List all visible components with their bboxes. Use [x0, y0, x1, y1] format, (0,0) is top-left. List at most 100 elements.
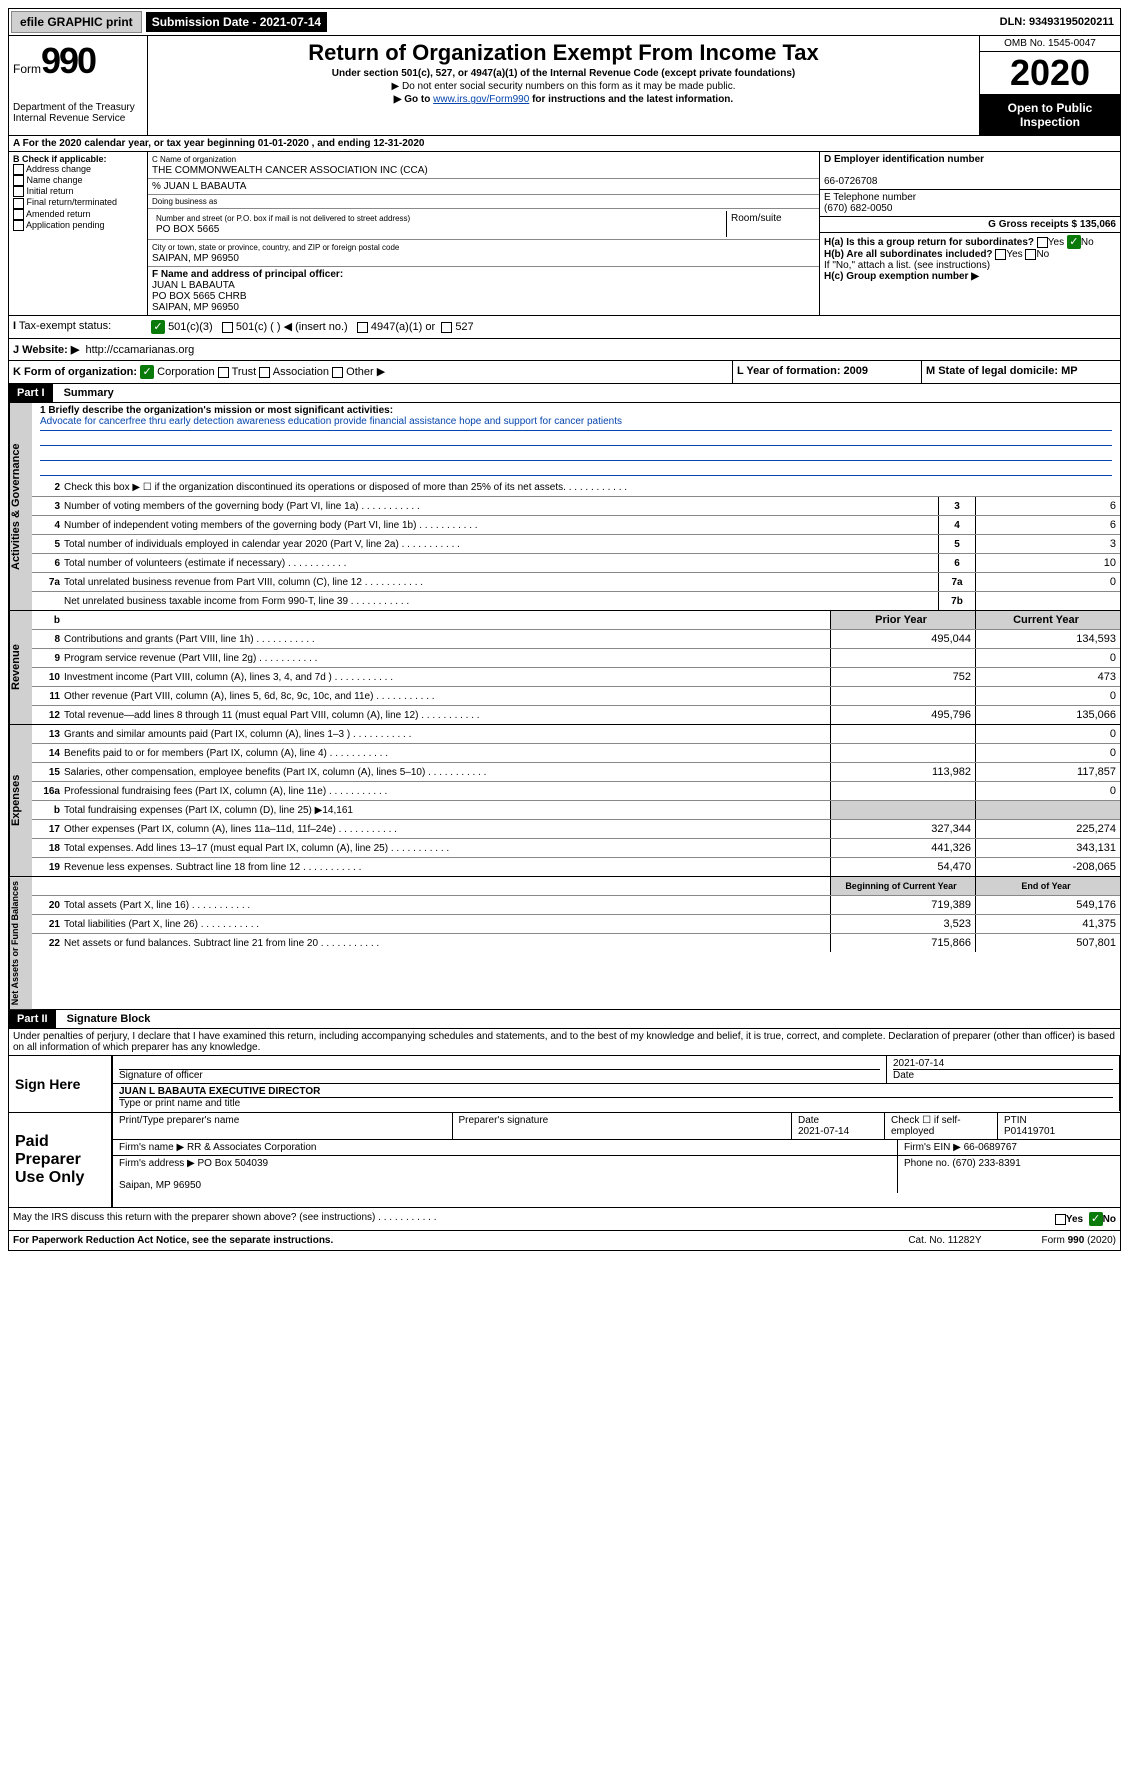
colb-checkbox[interactable] [13, 209, 24, 220]
firm-phone: (670) 233-8391 [952, 1158, 1020, 1169]
colb-checkbox[interactable] [13, 220, 24, 231]
submission-date: Submission Date - 2021-07-14 [146, 12, 327, 32]
part2-header: Part II [9, 1010, 56, 1028]
ha-yes-checkbox[interactable] [1037, 237, 1048, 248]
501c-checkbox[interactable] [222, 322, 233, 333]
501c3-checkbox[interactable]: ✓ [151, 320, 165, 334]
tax-year: 2020 [980, 52, 1120, 95]
sign-here-label: Sign Here [9, 1056, 111, 1112]
telephone: (670) 682-0050 [824, 203, 892, 214]
part1-header: Part I [9, 384, 53, 402]
colb-checkbox[interactable] [13, 198, 24, 209]
room-suite: Room/suite [726, 211, 815, 237]
form-footer: Form 990 (2020) [1042, 1235, 1116, 1246]
sub1: Under section 501(c), 527, or 4947(a)(1)… [152, 68, 975, 79]
org-name: THE COMMONWEALTH CANCER ASSOCIATION INC … [152, 165, 428, 176]
mission-q: 1 Briefly describe the organization's mi… [40, 405, 393, 416]
governance-section: Activities & Governance 1 Briefly descri… [8, 403, 1121, 611]
dba-label: Doing business as [148, 195, 819, 209]
form-number: 990 [41, 40, 95, 81]
side-expenses: Expenses [9, 725, 32, 876]
527-checkbox[interactable] [441, 322, 452, 333]
part2-title: Signature Block [59, 1013, 151, 1025]
paid-preparer-block: Paid Preparer Use Only Print/Type prepar… [8, 1113, 1121, 1208]
prior-year-head: Prior Year [830, 611, 975, 629]
ptin: P01419701 [1004, 1126, 1055, 1137]
preparer-date: 2021-07-14 [798, 1126, 849, 1137]
eoy-head: End of Year [975, 877, 1120, 895]
hb-yes-checkbox[interactable] [995, 249, 1006, 260]
care-of: % JUAN L BABAUTA [148, 179, 819, 195]
expenses-section: Expenses 13Grants and similar amounts pa… [8, 725, 1121, 877]
mission-text: Advocate for cancerfree thru early detec… [40, 416, 1112, 431]
state-domicile: M State of legal domicile: MP [926, 365, 1078, 377]
perjury-text: Under penalties of perjury, I declare th… [8, 1029, 1121, 1056]
c-name-label: C Name of organization [152, 155, 236, 164]
tel-label: E Telephone number [824, 192, 916, 203]
dln: DLN: 93493195020211 [1000, 16, 1118, 28]
efile-button[interactable]: efile GRAPHIC print [11, 11, 142, 33]
current-year-head: Current Year [975, 611, 1120, 629]
entity-info: B Check if applicable: Address change Na… [8, 152, 1121, 316]
side-governance: Activities & Governance [9, 403, 32, 610]
city-state-zip: SAIPAN, MP 96950 [152, 253, 239, 264]
ha-no-checkbox[interactable]: ✓ [1067, 235, 1081, 249]
netassets-section: Net Assets or Fund Balances Beginning of… [8, 877, 1121, 1010]
officer-label: F Name and address of principal officer: [152, 269, 343, 280]
sub2: ▶ Do not enter social security numbers o… [152, 81, 975, 92]
discuss-no-checkbox[interactable]: ✓ [1089, 1212, 1103, 1226]
discuss-yes-checkbox[interactable] [1055, 1214, 1066, 1225]
section-a: A For the 2020 calendar year, or tax yea… [8, 136, 1121, 152]
assoc-checkbox[interactable] [259, 367, 270, 378]
colb-checkbox[interactable] [13, 175, 24, 186]
sign-here-block: Sign Here Signature of officer 2021-07-1… [8, 1056, 1121, 1113]
officer-name-addr: JUAN L BABAUTA PO BOX 5665 CHRB SAIPAN, … [152, 280, 246, 313]
footer: For Paperwork Reduction Act Notice, see … [8, 1231, 1121, 1251]
col-b-head: B Check if applicable: [13, 154, 107, 164]
side-netassets: Net Assets or Fund Balances [9, 877, 32, 1009]
bcy-head: Beginning of Current Year [830, 877, 975, 895]
hc-label: H(c) Group exemption number ▶ [824, 271, 979, 282]
paid-label: Paid Preparer Use Only [9, 1113, 111, 1207]
hb-no-checkbox[interactable] [1025, 249, 1036, 260]
tax-exempt-row: I Tax-exempt status: ✓ 501(c)(3) 501(c) … [8, 316, 1121, 339]
firm-ein: 66-0689767 [964, 1142, 1017, 1153]
trust-checkbox[interactable] [218, 367, 229, 378]
ein-label: D Employer identification number [824, 154, 984, 165]
part1-title: Summary [56, 387, 114, 399]
colb-checkbox[interactable] [13, 186, 24, 197]
discuss-row: May the IRS discuss this return with the… [8, 1208, 1121, 1231]
klm-row: K Form of organization: ✓ Corporation Tr… [8, 361, 1121, 384]
ein: 66-0726708 [824, 176, 877, 187]
website-url: http://ccamarianas.org [85, 344, 194, 356]
pra-notice: For Paperwork Reduction Act Notice, see … [13, 1235, 333, 1246]
form-label: Form [13, 62, 41, 76]
colb-checkbox[interactable] [13, 164, 24, 175]
preparer-sig-label: Preparer's signature [453, 1113, 793, 1139]
preparer-name-label: Print/Type preparer's name [113, 1113, 453, 1139]
city-label: City or town, state or province, country… [152, 243, 399, 252]
sub3: ▶ Go to www.irs.gov/Form990 for instruct… [152, 94, 975, 105]
revenue-section: Revenue b Prior Year Current Year 8Contr… [8, 611, 1121, 725]
addr-label: Number and street (or P.O. box if mail i… [156, 214, 410, 223]
hb-note: If "No," attach a list. (see instruction… [824, 260, 1116, 271]
irs-link[interactable]: www.irs.gov/Form990 [433, 94, 529, 105]
firm-name: RR & Associates Corporation [187, 1142, 317, 1153]
dept-treasury: Department of the Treasury Internal Reve… [13, 102, 143, 124]
omb: OMB No. 1545-0047 [980, 36, 1120, 52]
website-row: J Website: ▶ http://ccamarianas.org [8, 339, 1121, 361]
form-header: Form990 Department of the Treasury Inter… [8, 36, 1121, 136]
other-checkbox[interactable] [332, 367, 343, 378]
top-bar: efile GRAPHIC print Submission Date - 20… [8, 8, 1121, 36]
self-employed-label: Check ☐ if self-employed [885, 1113, 998, 1139]
corp-checkbox[interactable]: ✓ [140, 365, 154, 379]
4947-checkbox[interactable] [357, 322, 368, 333]
ha-label: H(a) Is this a group return for subordin… [824, 237, 1034, 248]
gross-receipts: G Gross receipts $ 135,066 [988, 219, 1116, 230]
year-formation: L Year of formation: 2009 [737, 365, 868, 377]
side-revenue: Revenue [9, 611, 32, 724]
cat-no: Cat. No. 11282Y [908, 1235, 981, 1246]
sig-date: 2021-07-14 [893, 1058, 944, 1069]
officer-printed-name: JUAN L BABAUTA EXECUTIVE DIRECTOR [119, 1086, 320, 1097]
street-address: PO BOX 5665 [156, 224, 219, 235]
